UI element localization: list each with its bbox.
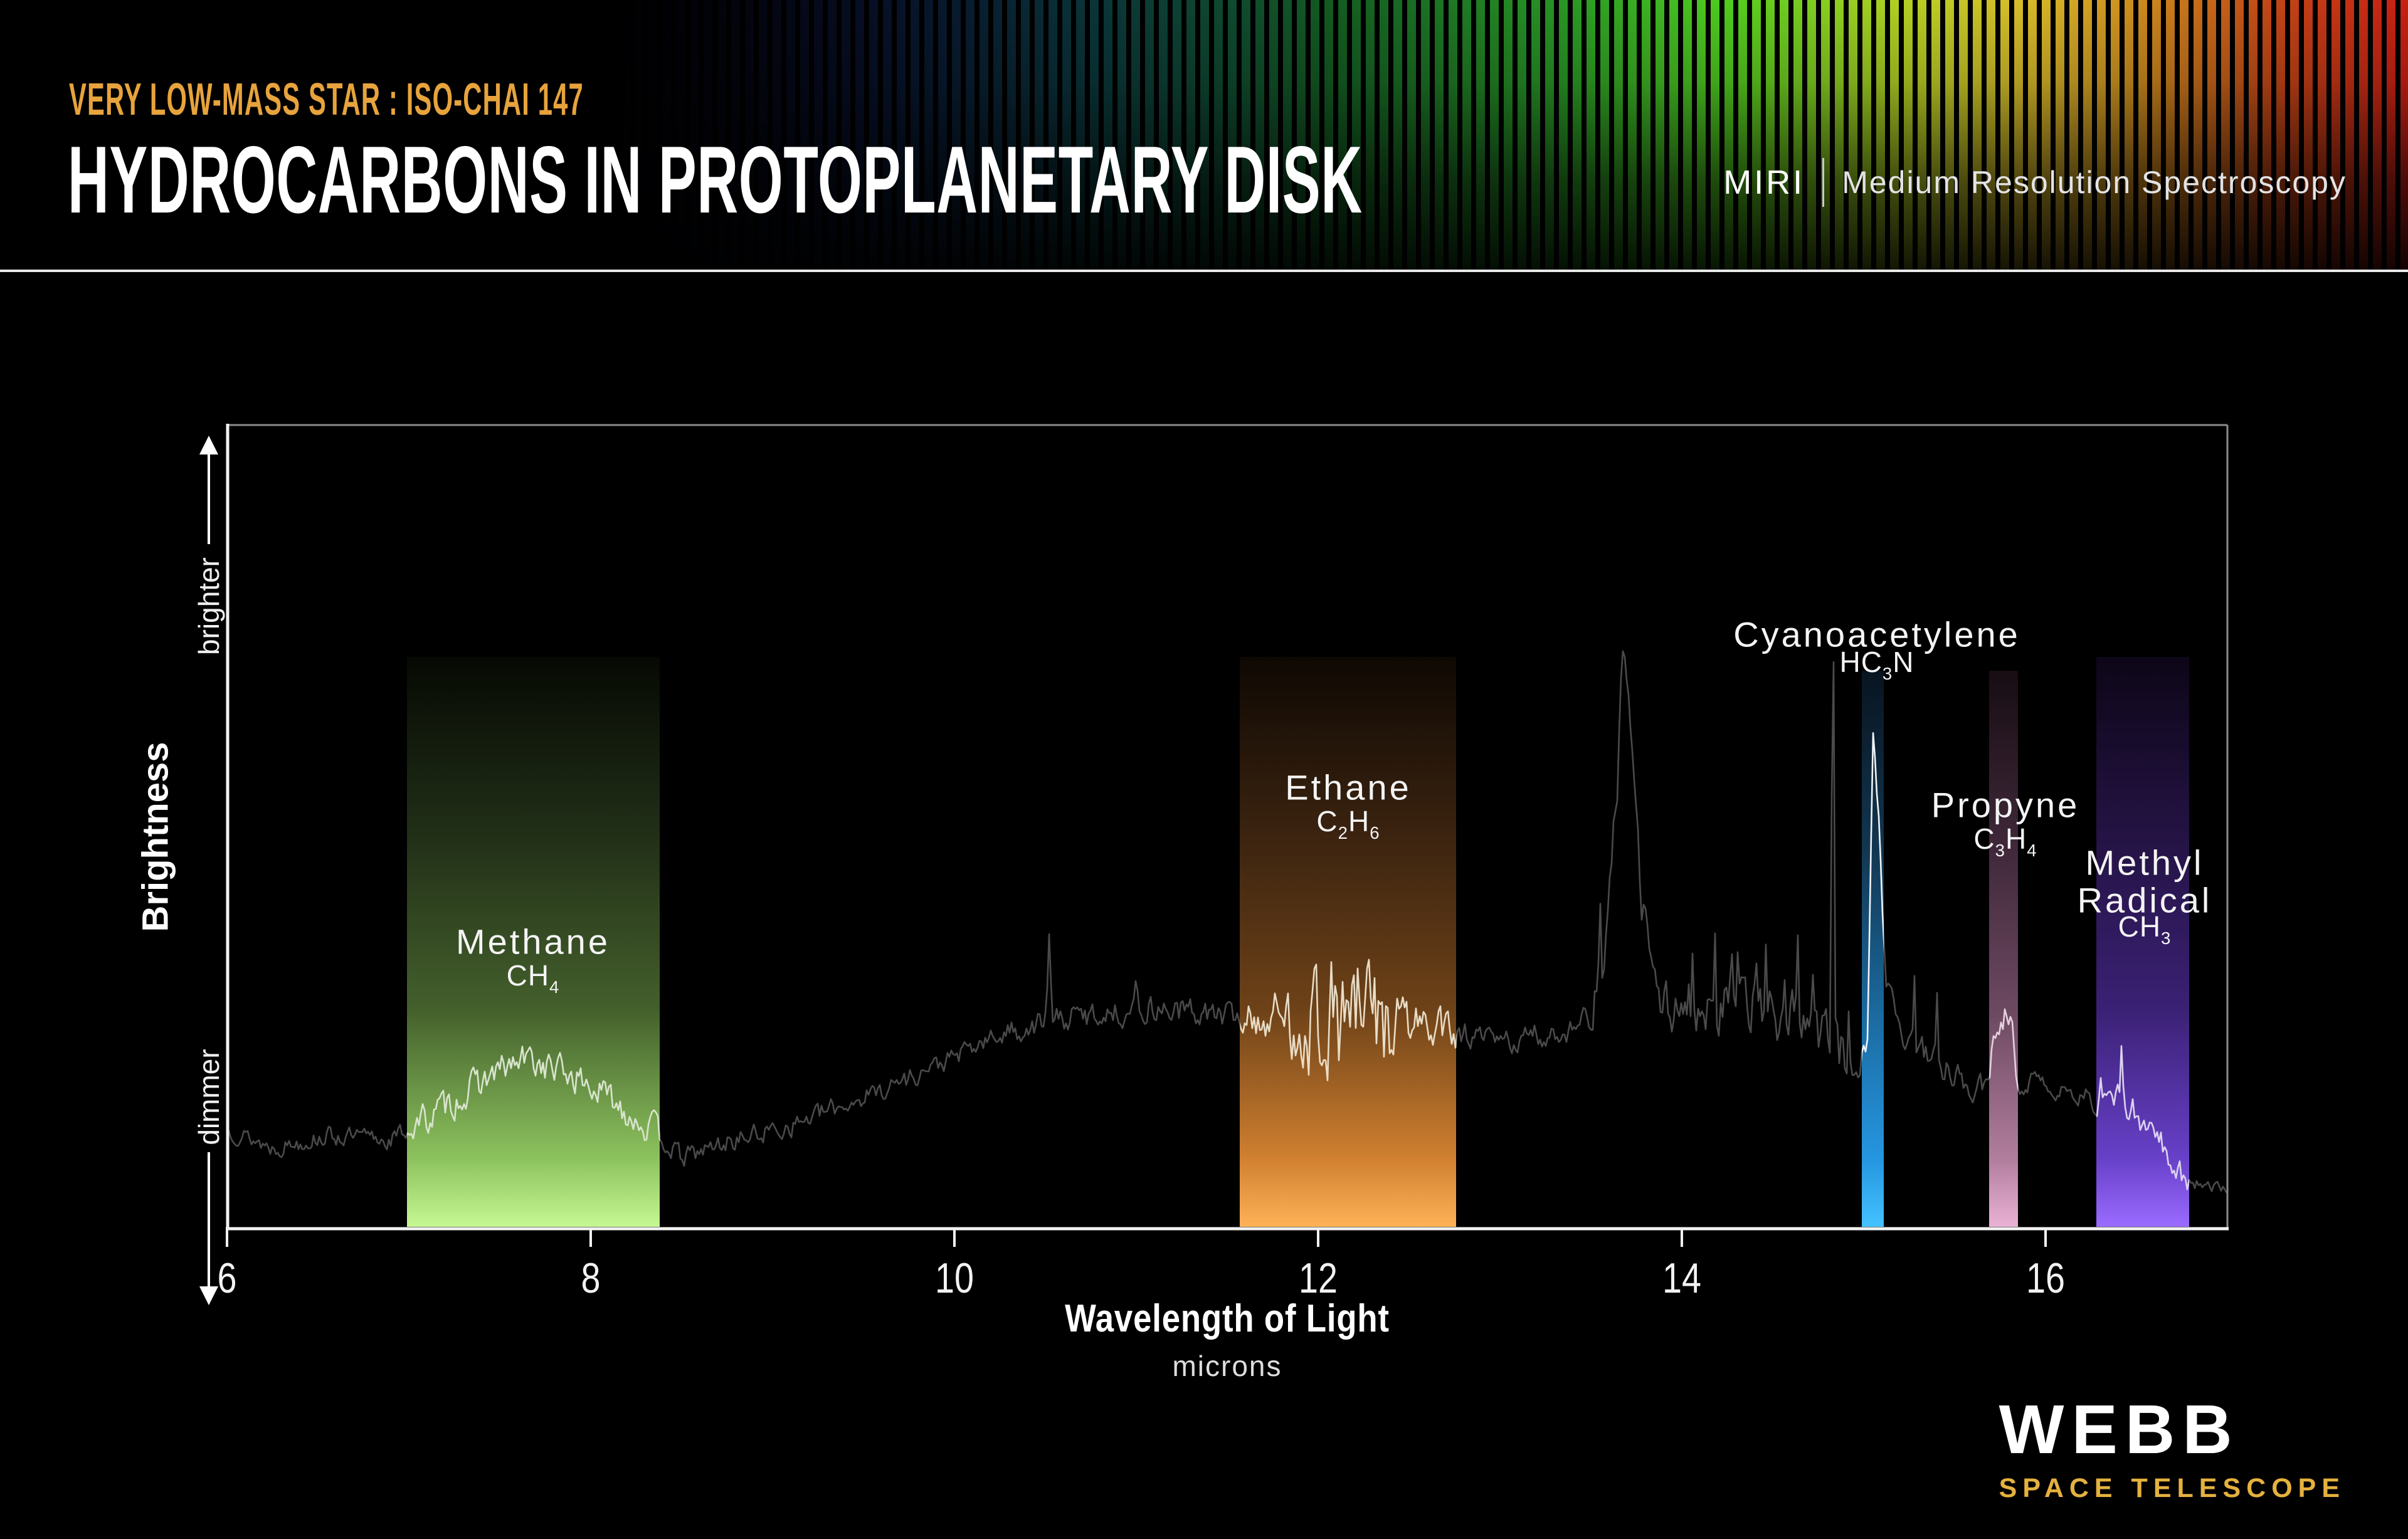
band-ethane [1240,657,1457,1227]
instrument-name: MIRI [1723,164,1805,201]
band-formula-propyne: C3H4 [1973,822,2037,861]
webb-logo-tagline: SPACE TELESCOPE [1999,1473,2345,1503]
page-title: HYDROCARBONS IN PROTOPLANETARY DISK [68,127,1363,233]
webb-logo: WEBB SPACE TELESCOPE [1999,1395,2345,1504]
x-axis-unit: microns [1172,1350,1282,1382]
x-tick-label-14: 14 [1662,1254,1702,1302]
x-tick-label-16: 16 [2025,1254,2066,1302]
band-label-methyl-radical-1: Methyl [2085,843,2204,883]
x-tick-label-12: 12 [1298,1254,1338,1302]
x-tick-label-8: 8 [581,1254,601,1302]
header: VERY LOW-MASS STAR : ISO-CHAI 147 HYDROC… [0,0,2408,272]
band-methane [407,657,660,1227]
instrument-info: MIRI Medium Resolution Spectroscopy [1723,158,2347,207]
y-axis-annotation-dimmer: dimmer [193,1049,225,1145]
y-axis-title: Brightness [135,742,176,932]
band-formula-cyanoacetylene: HC3N [1839,645,1914,684]
band-label-ethane: Ethane [1285,767,1412,807]
x-tick-label-6: 6 [217,1254,237,1302]
brighter-arrow-head [199,436,218,454]
dimmer-arrow-head [199,1286,218,1305]
band-formula-ethane: C2H6 [1316,804,1380,843]
webb-logo-wordmark: WEBB [1999,1391,2240,1468]
band-label-methane: Methane [456,922,610,962]
band-label-cyanoacetylene: Cyanoacetylene [1733,614,2020,654]
band-propyne [1989,671,2019,1227]
y-axis-annotation-brighter: brighter [193,557,225,655]
x-axis-title: Wavelength of Light [1065,1297,1390,1340]
instrument-mode: Medium Resolution Spectroscopy [1842,165,2347,200]
band-formula-methane: CH4 [506,959,560,997]
eyebrow-title: VERY LOW-MASS STAR : ISO-CHAI 147 [69,75,584,125]
x-tick-label-10: 10 [934,1254,974,1302]
rainbow-spectrum-banner [0,0,2408,272]
band-label-methyl-radical-2: Radical [2077,880,2212,920]
band-methyl-radical [2096,657,2190,1227]
band-formula-methyl-radical: CH3 [2118,910,2172,948]
spectrum-line [226,650,2228,1194]
band-label-propyne: Propyne [1931,785,2080,825]
divider-bar [1822,158,1825,207]
header-divider-line [0,270,2408,272]
